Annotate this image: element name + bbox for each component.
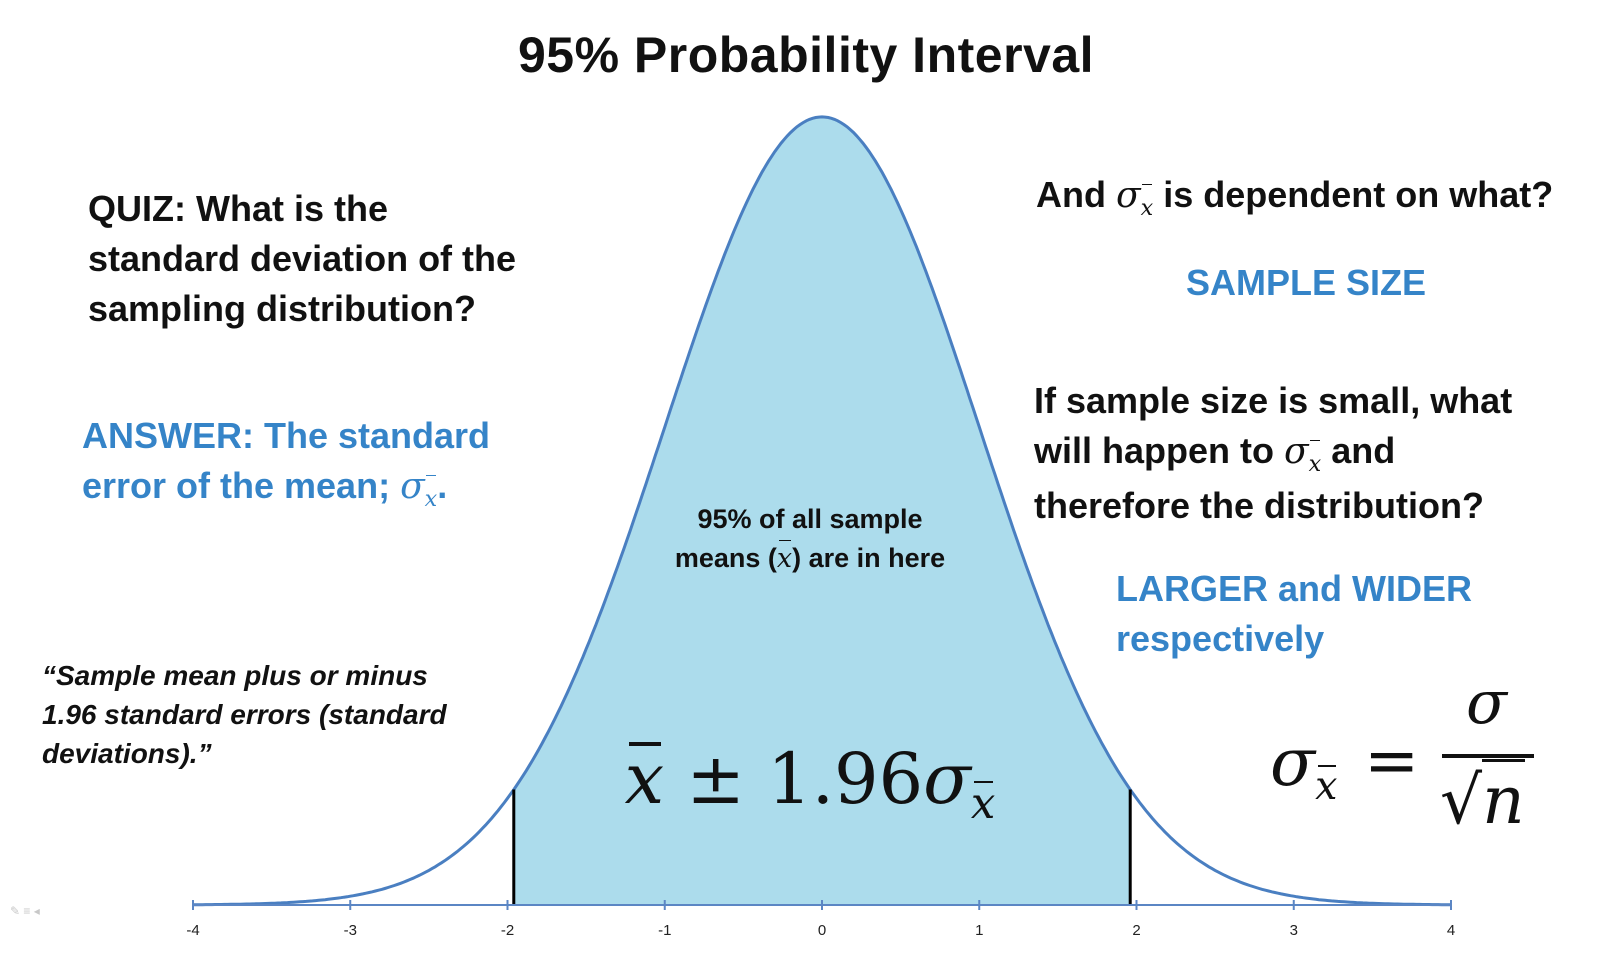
xbar-symbol: x: [624, 738, 665, 820]
x-tick-label: -1: [658, 922, 671, 939]
x-tick-label: 0: [818, 922, 826, 939]
answer-line: ANSWER: The standard: [82, 415, 491, 456]
page-title: 95% Probability Interval: [517, 27, 1095, 83]
sigma-xbar-symbol: σx: [1284, 431, 1321, 477]
critical-value: 1.96: [767, 738, 924, 820]
equals-sign: =: [1364, 722, 1420, 799]
x-tick-label: 2: [1132, 922, 1140, 939]
quote-line: deviations).”: [42, 738, 212, 769]
answer-line: error of the mean; σx.: [82, 461, 622, 516]
question-line: If sample size is small, what: [1034, 380, 1513, 421]
fraction-bar: [1442, 754, 1534, 758]
quote-line: “Sample mean plus or minus: [42, 660, 428, 691]
quiz-question: QUIZ: What is the standard deviation of …: [88, 184, 608, 334]
sigma-xbar-symbol: σx: [400, 466, 437, 512]
formula-numerator: σ: [1466, 668, 1507, 738]
sigma-subscript: x: [970, 779, 996, 830]
x-tick-label: 4: [1447, 922, 1455, 939]
sigma-xbar-symbol: σx: [1116, 175, 1153, 221]
xbar-symbol: x: [777, 539, 792, 578]
answer-sample-size: SAMPLE SIZE: [1186, 262, 1427, 303]
x-tick-label: 3: [1290, 922, 1298, 939]
answer-period: .: [437, 465, 448, 506]
formula-denominator: √n: [1440, 759, 1525, 839]
right-question-1: And σx is dependent on what?: [1036, 170, 1612, 225]
center-annotation-line: 95% of all sample: [697, 504, 923, 534]
answer-larger-wider: LARGER and WIDER respectively: [1116, 564, 1576, 664]
quiz-answer: ANSWER: The standard error of the mean; …: [82, 411, 622, 516]
answer-line: LARGER and WIDER: [1116, 568, 1472, 609]
answer-line: respectively: [1116, 618, 1325, 659]
sigma-symbol: σ: [923, 738, 971, 820]
answer-text: error of the mean;: [82, 465, 391, 506]
shaded-95-region: [513, 116, 1131, 905]
plus-minus-symbol: ±: [686, 738, 745, 820]
x-tick-label: -3: [344, 922, 357, 939]
player-controls-icon: ✎ ≡ ◂: [10, 904, 40, 918]
x-tick-label: -4: [186, 922, 199, 939]
x-tick-label: -2: [501, 922, 514, 939]
question-line: will happen to σx and: [1034, 426, 1594, 481]
quiz-line: QUIZ: What is the: [88, 188, 388, 229]
interval-formula: x ± 1.96σx: [600, 738, 1020, 829]
normal-curve-line: [193, 115, 1451, 907]
formula-lhs: σx: [1270, 724, 1338, 809]
standard-error-formula: σx = σ √n: [1270, 668, 1570, 868]
center-annotation-line: means (x) are in here: [620, 539, 1000, 578]
quiz-line: standard deviation of the: [88, 238, 517, 279]
quote-line: 1.96 standard errors (standard: [42, 699, 447, 730]
x-tick-label: 1: [975, 922, 983, 939]
center-annotation: 95% of all sample means (x) are in here: [620, 500, 1000, 578]
quiz-line: sampling distribution?: [88, 288, 476, 329]
right-question-2: If sample size is small, what will happe…: [1034, 376, 1594, 531]
question-line: therefore the distribution?: [1034, 485, 1484, 526]
quote-text: “Sample mean plus or minus 1.96 standard…: [42, 656, 502, 773]
